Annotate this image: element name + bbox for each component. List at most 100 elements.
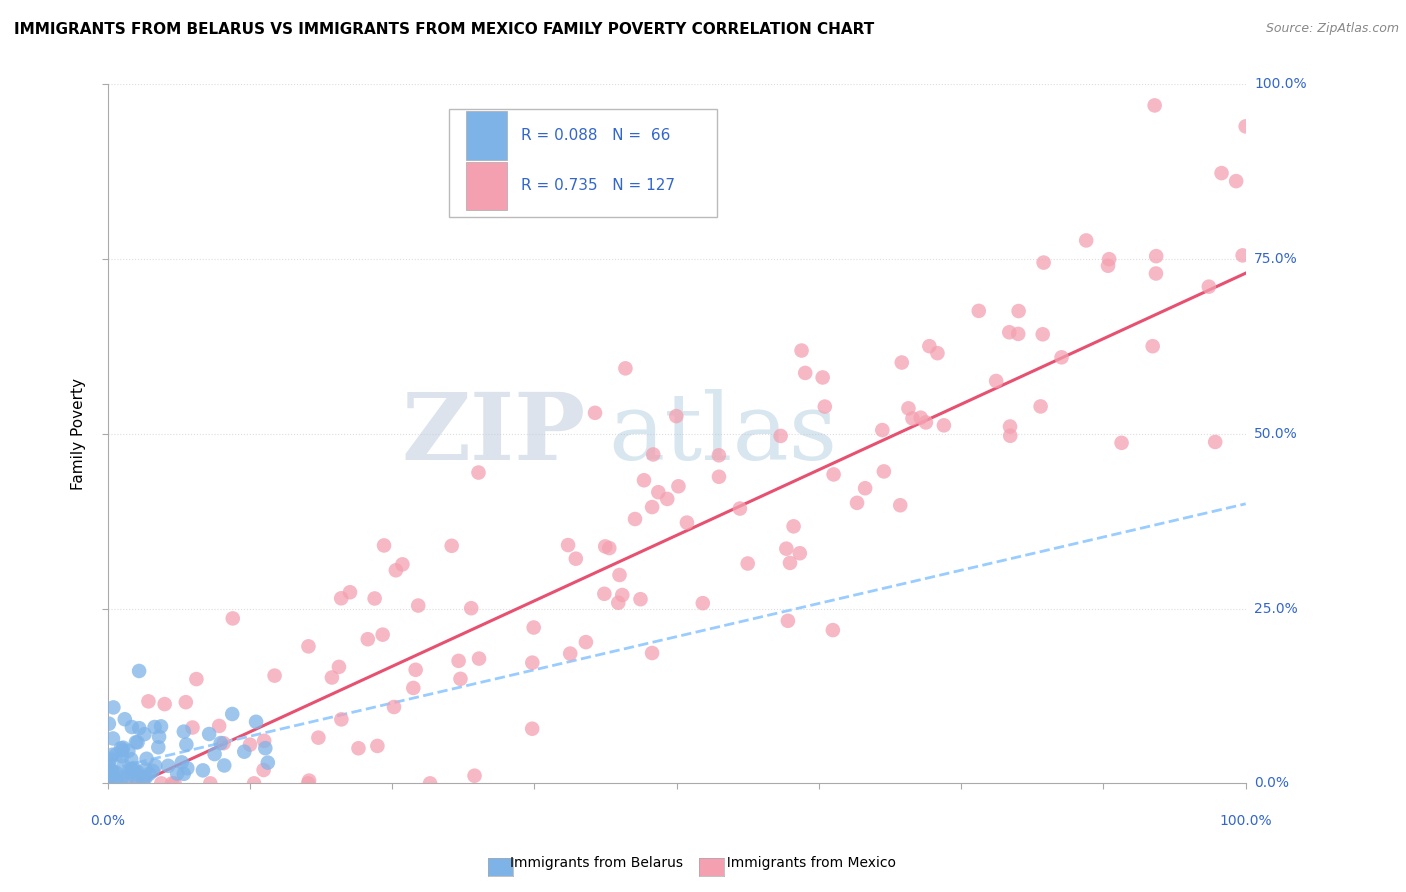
Point (385, 563, 408, 577)
Point (117, 776, 139, 790)
Point (150, 776, 173, 790)
Point (138, 767, 160, 781)
Point (135, 771, 157, 785)
Point (263, 668, 285, 682)
Point (128, 664, 150, 678)
Point (630, 592, 652, 607)
Point (198, 727, 221, 741)
Point (104, 765, 127, 780)
Point (565, 551, 588, 566)
Point (125, 772, 148, 786)
Point (127, 764, 149, 779)
Point (614, 361, 637, 376)
Text: atlas: atlas (609, 389, 838, 479)
Point (98, 757, 121, 772)
Point (782, 519, 804, 533)
Point (1225, 174, 1247, 188)
Point (174, 695, 197, 709)
Point (176, 761, 198, 775)
Text: Source: ZipAtlas.com: Source: ZipAtlas.com (1265, 22, 1399, 36)
FancyBboxPatch shape (467, 162, 508, 211)
Point (135, 752, 157, 766)
Point (1198, 279, 1220, 293)
Point (967, 304, 990, 318)
Point (357, 632, 380, 647)
Point (186, 672, 208, 686)
Point (330, 712, 353, 726)
Point (181, 721, 204, 735)
Point (890, 355, 912, 369)
Point (114, 712, 136, 726)
Point (297, 776, 319, 790)
Point (1144, 249, 1167, 263)
Point (103, 700, 125, 714)
Point (643, 447, 665, 461)
Point (252, 763, 274, 777)
Point (633, 473, 655, 487)
Point (1143, 98, 1166, 112)
Text: Immigrants from Belarus          Immigrants from Mexico: Immigrants from Belarus Immigrants from … (510, 856, 896, 871)
Point (330, 591, 353, 606)
Point (897, 401, 920, 416)
Point (440, 539, 463, 553)
Point (641, 646, 664, 660)
Point (927, 346, 949, 360)
Point (245, 714, 267, 729)
Point (918, 339, 941, 353)
Point (779, 556, 801, 570)
Point (132, 772, 155, 787)
Text: 75.0%: 75.0% (1254, 252, 1298, 266)
Point (150, 719, 173, 733)
Point (402, 681, 425, 695)
Point (125, 735, 148, 749)
Text: R = 0.088   N =  66: R = 0.088 N = 66 (520, 128, 671, 143)
Point (117, 744, 139, 758)
Point (790, 343, 813, 358)
Point (901, 411, 924, 425)
Point (523, 620, 546, 634)
Point (121, 763, 143, 777)
Point (1232, 248, 1254, 262)
Point (1211, 166, 1233, 180)
Point (143, 759, 166, 773)
Point (339, 585, 361, 599)
Point (97, 769, 120, 783)
Point (191, 764, 214, 778)
Point (1007, 326, 1029, 341)
Point (1098, 252, 1121, 267)
Point (121, 762, 143, 776)
Point (239, 738, 262, 752)
Point (1144, 267, 1167, 281)
Text: 25.0%: 25.0% (1254, 601, 1298, 615)
Point (1032, 255, 1054, 269)
Point (889, 498, 911, 512)
Point (641, 500, 664, 514)
Point (163, 776, 186, 790)
Point (1142, 339, 1164, 353)
Point (97, 716, 120, 731)
Point (347, 741, 370, 756)
Point (776, 614, 799, 628)
Text: 100.0%: 100.0% (1219, 814, 1272, 828)
Point (101, 747, 124, 762)
Point (321, 671, 343, 685)
Point (794, 366, 817, 380)
Point (464, 769, 486, 783)
Point (1032, 327, 1054, 342)
Point (821, 623, 844, 637)
Point (998, 325, 1021, 339)
Point (769, 429, 792, 443)
FancyBboxPatch shape (467, 112, 508, 160)
Point (111, 743, 134, 757)
Point (707, 470, 730, 484)
Point (256, 756, 278, 770)
Point (160, 776, 183, 790)
Point (1076, 234, 1098, 248)
Point (209, 736, 232, 750)
Point (593, 587, 616, 601)
Point (872, 423, 894, 437)
Point (115, 771, 138, 785)
Point (212, 736, 235, 750)
Point (111, 771, 134, 785)
Point (98, 752, 121, 766)
